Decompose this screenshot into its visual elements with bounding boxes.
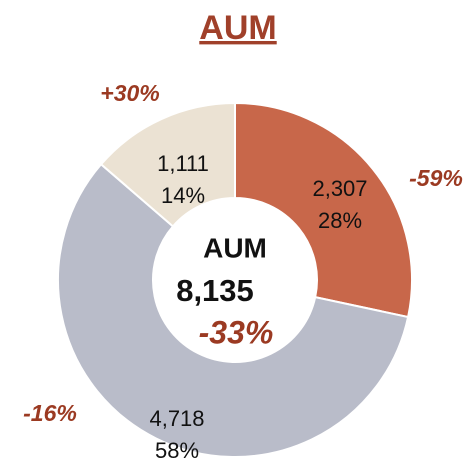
share-label: 28% [318, 208, 362, 233]
total: 8,135 [176, 273, 254, 308]
change-label: +30% [100, 80, 159, 106]
share-label: 58% [155, 438, 199, 463]
slice [57, 162, 410, 458]
change-label: -59% [409, 165, 463, 191]
value-label: 1,111 [157, 151, 209, 176]
slice [99, 101, 236, 228]
chart-title: AUM [199, 9, 276, 47]
donut [57, 101, 413, 458]
slice [234, 101, 413, 319]
value-label: 4,718 [149, 406, 204, 431]
change-label: -16% [23, 400, 77, 426]
center-label: AUM [203, 232, 267, 263]
value-label: 2,307 [312, 176, 367, 201]
share-label: 14% [161, 183, 205, 208]
total-change: -33% [199, 314, 274, 350]
